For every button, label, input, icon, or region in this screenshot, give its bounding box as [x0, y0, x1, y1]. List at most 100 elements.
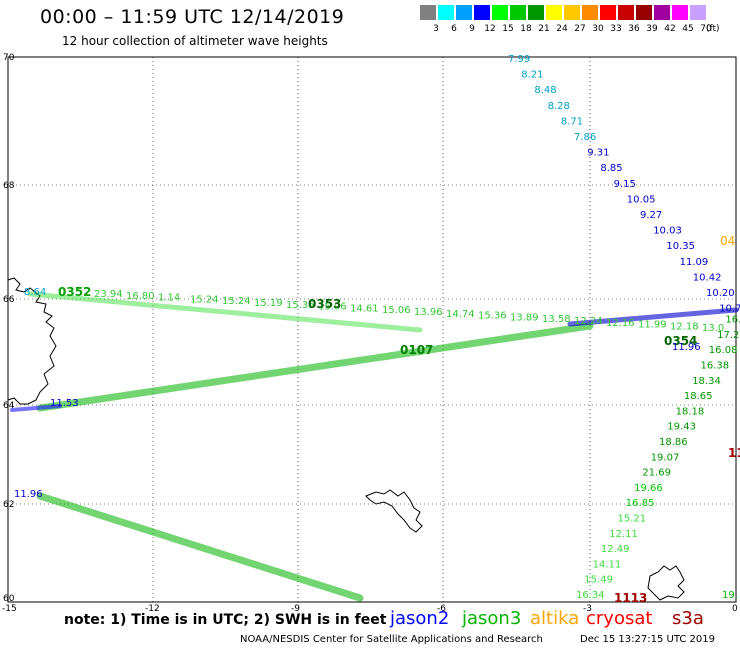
track-value-row66-6: 15.35: [286, 300, 315, 311]
track-value-ns-4: 8.71: [561, 116, 583, 127]
track-value-ns-12: 10.35: [666, 241, 695, 252]
track-value-ns-1: 8.21: [521, 70, 543, 81]
track-value-sn-5: 15.21: [618, 514, 647, 525]
track-value-ns-3: 8.28: [548, 101, 570, 112]
scale-label-6: 6: [451, 24, 457, 34]
page-title: 00:00 – 11:59 UTC 12/14/2019: [40, 6, 345, 28]
scale-label-9: 9: [469, 24, 475, 34]
track-value-sn-6: 16.85: [626, 498, 655, 509]
track-value-11-53: 11.53: [50, 398, 79, 409]
lon-label-minus6: -6: [437, 604, 446, 614]
satellite-label-altika: altika: [530, 608, 580, 629]
lon-label-minus9: -9: [291, 604, 300, 614]
jason3-track-lower: [36, 492, 364, 602]
jason2-northsouth-track-labels: 7.99 8.21 8.48 8.28 8.71 7.86 9.31 8.85 9.15 10.0…: [508, 54, 740, 315]
lat-label-64: 64: [3, 401, 15, 411]
track-value-row66-19: 13.0: [702, 323, 724, 334]
track-value-sn-10: 18.86: [659, 437, 688, 448]
track-value-sn-8: 21.69: [642, 468, 671, 479]
scale-label-12: 12: [484, 24, 496, 34]
scale-swatch-18: [510, 5, 526, 20]
scale-label-39: 39: [646, 24, 658, 34]
track-value-row66-16: 12.16: [606, 318, 635, 329]
scale-label-24: 24: [556, 24, 568, 34]
lat-label-68: 68: [3, 181, 15, 191]
track-value-ns-13: 11.09: [680, 257, 709, 268]
scale-label-70: 70: [700, 24, 712, 34]
track-value-ns-2: 8.48: [534, 85, 556, 96]
track-value-ns-0: 7.99: [508, 54, 530, 65]
track-value-ns-7: 8.85: [600, 163, 622, 174]
scale-swatch-21: [528, 5, 544, 20]
track-time-0354: 0354: [664, 334, 697, 348]
jason3-southnorth-track-labels: 16.34 15.49 14.11 12.49 12.11 15.21 16.85 19.66…: [576, 315, 740, 601]
track-value-sn-14: 18.34: [692, 376, 721, 387]
iceland-coast: [7, 277, 57, 405]
scale-swatch-70: [690, 5, 706, 20]
track-value-ns-5: 7.86: [574, 132, 596, 143]
track-value-row66-8: 14.61: [350, 303, 379, 314]
scale-label-33: 33: [610, 24, 622, 34]
track-value-sn-18: 16.: [725, 315, 740, 326]
lat-label-66: 66: [3, 295, 15, 305]
track-value-row66-2: 1.14: [158, 293, 180, 304]
jason3-row-66-labels: 23.94 16.80 1.14 15.24 15.24 15.19 15.35 15.06 1…: [94, 289, 724, 334]
jason2-track-east: [567, 307, 739, 327]
track-value-row66-11: 14.74: [446, 309, 475, 320]
track-value-row66-18: 12.18: [670, 321, 699, 332]
shetland-coast: [647, 565, 685, 601]
track-value-row66-10: 13.96: [414, 307, 443, 318]
lat-label-70: 70: [3, 53, 15, 63]
track-value-row66-3: 15.24: [190, 294, 219, 305]
scale-swatch-9: [456, 5, 472, 20]
track-time-0352: 0352: [58, 285, 91, 299]
page-subtitle: 12 hour collection of altimeter wave hei…: [62, 34, 328, 48]
track-value-ns-11: 10.03: [653, 226, 682, 237]
scale-label-36: 36: [628, 24, 640, 34]
track-time-0107: 0107: [400, 343, 433, 357]
scale-label-42: 42: [664, 24, 676, 34]
satellite-label-jason3: jason3: [462, 608, 522, 629]
scale-swatch-30: [582, 5, 598, 20]
scale-swatch-36: [618, 5, 634, 20]
scale-swatch-15: [492, 5, 508, 20]
track-value-ns-9: 10.05: [627, 194, 656, 205]
track-value-row66-1: 16.80: [126, 291, 155, 302]
track-value-ns-15: 10.20: [706, 288, 735, 299]
legend-note: note: 1) Time is in UTC; 2) SWH is in fe…: [64, 612, 387, 628]
scale-label-27: 27: [574, 24, 586, 34]
scale-swatch-39: [636, 5, 652, 20]
scale-swatch-27: [564, 5, 580, 20]
track-time-0353: 0353: [308, 297, 341, 311]
track-time-1113: 1113: [614, 591, 647, 605]
satellite-label-cryosat: cryosat: [586, 608, 653, 629]
track-value-sn-13: 18.65: [684, 391, 713, 402]
scale-swatch-6: [438, 5, 454, 20]
scale-label-3: 3: [433, 24, 439, 34]
track-value-row66-14: 13.58: [542, 314, 571, 325]
track-value-row66-12: 15.36: [478, 311, 507, 322]
footer-timestamp: Dec 15 13:27:15 UTC 2019: [580, 634, 715, 645]
track-value-19: 19.: [722, 590, 738, 601]
track-value-ns-14: 10.42: [693, 272, 722, 283]
track-value-row66-7: 15.06: [318, 302, 347, 313]
track-value-row66-9: 15.06: [382, 305, 411, 316]
scale-swatch-45: [672, 5, 688, 20]
track-value-ns-10: 9.27: [640, 210, 662, 221]
track-value-sn-9: 19.07: [651, 452, 680, 463]
jason3-track-upper: [36, 322, 594, 412]
map-frame: [7, 56, 737, 603]
track-value-ns-6: 9.31: [587, 148, 609, 159]
track-value-row66-17: 11.99: [638, 320, 667, 331]
track-value-04: 04: [720, 234, 735, 248]
scale-unit: (ft): [706, 24, 720, 34]
track-value-row66-15: 12.24: [574, 316, 603, 327]
track-value-sn-1: 15.49: [584, 575, 613, 586]
track-value-row66-0: 23.94: [94, 289, 123, 300]
track-value-sn-0: 16.34: [576, 590, 605, 601]
jason3-track-middle: [27, 291, 423, 333]
scale-swatch-3: [420, 5, 436, 20]
track-value-sn-15: 16.38: [701, 361, 730, 372]
scale-label-30: 30: [592, 24, 604, 34]
